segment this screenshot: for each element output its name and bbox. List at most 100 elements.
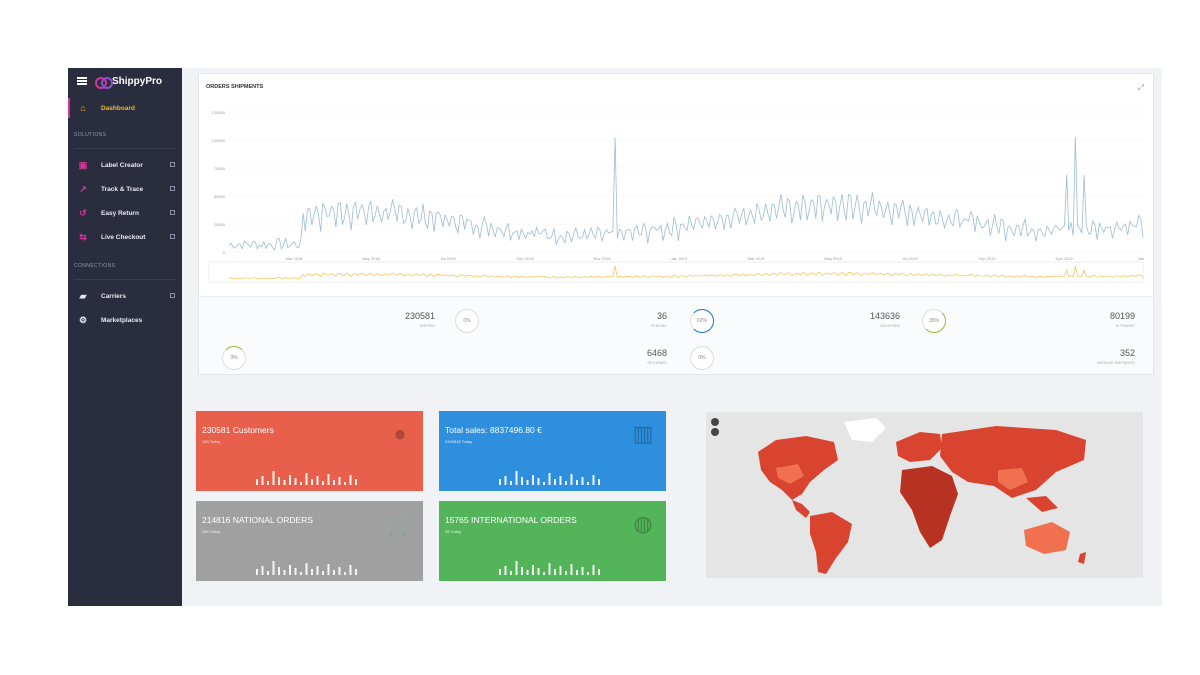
y-tick-label: 75000 xyxy=(214,166,226,171)
x-tick-label: May 2018 xyxy=(362,256,380,261)
bar-chart-icon: ▥ xyxy=(632,421,654,446)
home-icon: ⌂ xyxy=(80,103,86,113)
sparkline-bar xyxy=(548,473,551,485)
sparkline-bar xyxy=(581,477,584,485)
sparkline-bar xyxy=(532,565,534,575)
sparkline-bar xyxy=(526,480,529,485)
sidebar-item-track-trace[interactable]: ↗ Track & Trace xyxy=(68,177,182,201)
gauge: 3% xyxy=(222,346,246,370)
world-map-panel[interactable] xyxy=(706,412,1143,578)
sparkline-bar xyxy=(587,482,589,485)
sparkline-bar xyxy=(256,569,258,575)
customers-tile[interactable]: 230581 Customers 153 Today ● xyxy=(196,411,423,491)
expand-icon[interactable] xyxy=(170,293,175,298)
sparkline-bar xyxy=(289,475,291,485)
sparkline-bar xyxy=(355,479,357,485)
tile-subtitle: 230581€ Today xyxy=(445,439,473,444)
sparkline-bar xyxy=(305,473,308,485)
expand-icon[interactable]: ⤢ xyxy=(1137,83,1144,92)
sparkline-bar xyxy=(554,569,556,575)
sparkline-bar xyxy=(559,476,562,485)
sparkline-bar xyxy=(278,477,280,485)
cart-icon: 🛒 xyxy=(386,511,414,536)
section-title-solutions: SOLUTIONS xyxy=(74,132,107,138)
international-orders-tile[interactable]: 15765 INTERNATIONAL ORDERS 36 Today ◍ xyxy=(439,501,666,581)
sparkline-bar xyxy=(543,482,545,485)
stat-value: 352 xyxy=(1119,348,1135,358)
stat-value: 36 xyxy=(656,311,667,321)
south-america xyxy=(810,512,852,574)
sidebar-item-label: Live Checkout xyxy=(101,233,146,241)
sparkline-bar xyxy=(521,477,523,485)
sparkline-bar xyxy=(311,569,313,575)
world-map xyxy=(758,418,1086,574)
zoom-in-button[interactable] xyxy=(711,418,719,426)
expand-icon[interactable] xyxy=(170,210,175,215)
x-tick-label: May 2019 xyxy=(824,256,842,261)
sidebar-item-easy-return[interactable]: ↺ Easy Return xyxy=(68,201,182,225)
sparkline-bar xyxy=(532,475,534,485)
sparkline-bar xyxy=(510,571,512,575)
y-tick-label: 50000 xyxy=(214,194,226,199)
stat-label: DELIVERED xyxy=(880,324,900,328)
sidebar-item-label: Track & Trace xyxy=(101,185,144,193)
sparkline-bar xyxy=(581,567,584,575)
y-tick-label: 25000 xyxy=(214,222,226,227)
expand-icon[interactable] xyxy=(170,234,175,239)
stat-label: AVERAGE SHIPMENTS xyxy=(1096,361,1135,365)
sidebar-item-carriers[interactable]: ▰ Carriers xyxy=(68,284,182,308)
tile-title: Total sales: 8837496.80 € xyxy=(445,425,542,435)
sparkline-bar xyxy=(587,572,589,575)
stat-value: 6468 xyxy=(646,348,667,358)
orders-line-chart: 125000 100000 75000 50000 25000 0 Mar 2018 May … xyxy=(208,110,1144,283)
expand-icon[interactable] xyxy=(170,186,175,191)
sidebar: ShippyPro ⌂ Dashboard SOLUTIONS ▣ Label … xyxy=(68,68,182,606)
gauge: 0% xyxy=(690,346,714,370)
x-tick-label: Sep 2019 xyxy=(978,256,996,261)
navigator-series-line xyxy=(228,265,1144,280)
sparkline-bar xyxy=(526,570,529,575)
x-tick-label: Nov 2018 xyxy=(593,256,611,261)
sparkline-bar xyxy=(570,474,573,485)
x-tick-label: Sep 2018 xyxy=(516,256,534,261)
sparkline-bar xyxy=(289,565,291,575)
return-icon: ↺ xyxy=(79,207,87,218)
track-icon: ↗ xyxy=(79,183,87,194)
national-orders-tile[interactable]: 214816 NATIONAL ORDERS 289 Today 🛒 xyxy=(196,501,423,581)
sparkline-bar xyxy=(261,476,264,485)
tile-subtitle: 289 Today xyxy=(202,529,221,534)
expand-icon[interactable] xyxy=(170,162,175,167)
dashboard-frame: ShippyPro ⌂ Dashboard SOLUTIONS ▣ Label … xyxy=(68,68,1162,606)
sidebar-item-label: Carriers xyxy=(101,292,126,300)
sparkline-bar xyxy=(504,476,507,485)
sales-tile[interactable]: Total sales: 8837496.80 € 230581€ Today … xyxy=(439,411,666,491)
sparkline-bar xyxy=(333,480,335,485)
australia xyxy=(1024,522,1070,554)
sparkline-bar xyxy=(515,471,518,485)
logo[interactable]: ShippyPro xyxy=(95,76,162,89)
stat-value: 230581 xyxy=(404,311,435,321)
x-tick-label: Jul 2019 xyxy=(902,256,918,261)
sparkline-bar xyxy=(499,569,501,575)
stat-label: SHIPPED xyxy=(419,324,435,328)
sidebar-item-live-checkout[interactable]: ⇆ Live Checkout xyxy=(68,225,182,249)
user-icon: ● xyxy=(393,421,407,446)
sparkline-bar xyxy=(256,479,258,485)
x-tick-label: Jan xyxy=(1138,256,1144,261)
checkout-icon: ⇆ xyxy=(79,231,87,242)
sidebar-item-label-creator[interactable]: ▣ Label Creator xyxy=(68,153,182,177)
tile-title: 214816 NATIONAL ORDERS xyxy=(202,515,314,525)
sparkline-bar xyxy=(327,564,330,575)
sparkline-bar xyxy=(576,480,578,485)
sidebar-item-dashboard[interactable]: ⌂ Dashboard xyxy=(68,96,182,120)
sparkline-bar xyxy=(305,563,308,575)
menu-icon[interactable] xyxy=(77,77,87,85)
africa xyxy=(900,466,958,548)
zoom-out-button[interactable] xyxy=(711,428,719,436)
y-tick-label: 0 xyxy=(223,250,226,255)
gauge: 62% xyxy=(690,309,714,333)
sidebar-item-marketplaces[interactable]: ⚙ Marketplaces xyxy=(68,308,182,332)
sparkline-bar xyxy=(499,479,501,485)
central-america xyxy=(792,500,810,518)
sparkline-bar xyxy=(598,479,600,485)
